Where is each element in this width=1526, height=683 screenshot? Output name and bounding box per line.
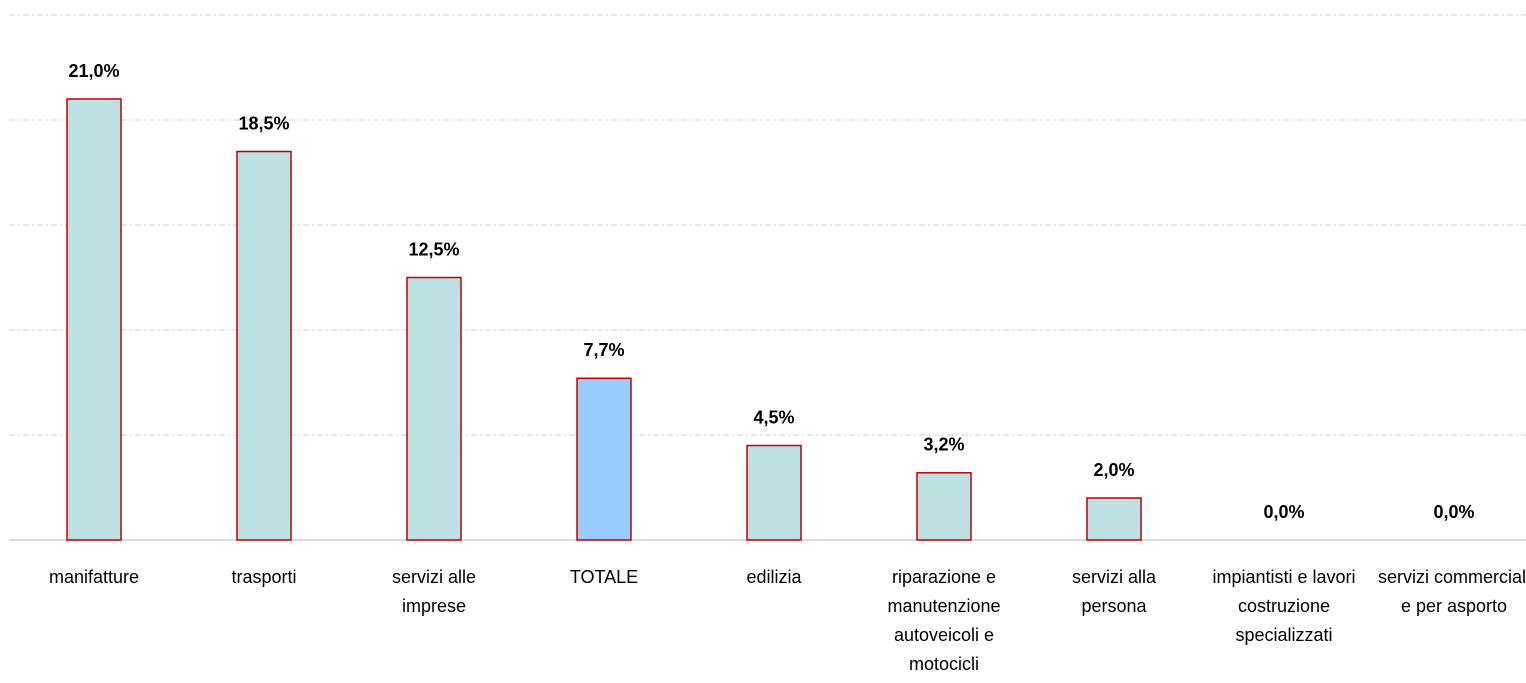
bar xyxy=(1086,497,1142,541)
value-label: 7,7% xyxy=(583,340,624,360)
x-tick-label: edilizia xyxy=(746,567,802,587)
value-label: 12,5% xyxy=(408,239,459,259)
value-label: 0,0% xyxy=(1433,502,1474,522)
bar xyxy=(236,150,292,541)
bar xyxy=(576,377,632,541)
bar xyxy=(746,444,802,541)
x-tick-label: servizi alle imprese xyxy=(391,567,477,616)
x-tick-label: riparazione e manutenzione autoveicoli e… xyxy=(887,567,1001,674)
bar xyxy=(66,98,122,541)
value-label: 18,5% xyxy=(238,113,289,133)
x-tick-label: trasporti xyxy=(231,567,297,587)
x-tick-label: servizi alla persona xyxy=(1071,567,1157,616)
value-label: 21,0% xyxy=(68,61,119,81)
x-tick-label: manifatture xyxy=(48,567,140,587)
value-label: 4,5% xyxy=(753,407,794,427)
value-label: 2,0% xyxy=(1093,460,1134,480)
bar xyxy=(916,472,972,541)
value-label: 3,2% xyxy=(923,435,964,455)
value-label: 0,0% xyxy=(1263,502,1304,522)
x-tick-label: impiantisti e lavori costruzione special… xyxy=(1212,567,1356,645)
bar xyxy=(406,276,462,541)
x-tick-label: TOTALE xyxy=(569,567,639,587)
x-tick-label: servizi commerciali e per asporto xyxy=(1378,567,1526,616)
